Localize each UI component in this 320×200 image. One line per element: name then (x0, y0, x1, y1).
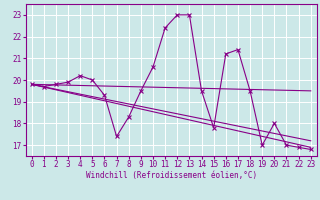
X-axis label: Windchill (Refroidissement éolien,°C): Windchill (Refroidissement éolien,°C) (86, 171, 257, 180)
